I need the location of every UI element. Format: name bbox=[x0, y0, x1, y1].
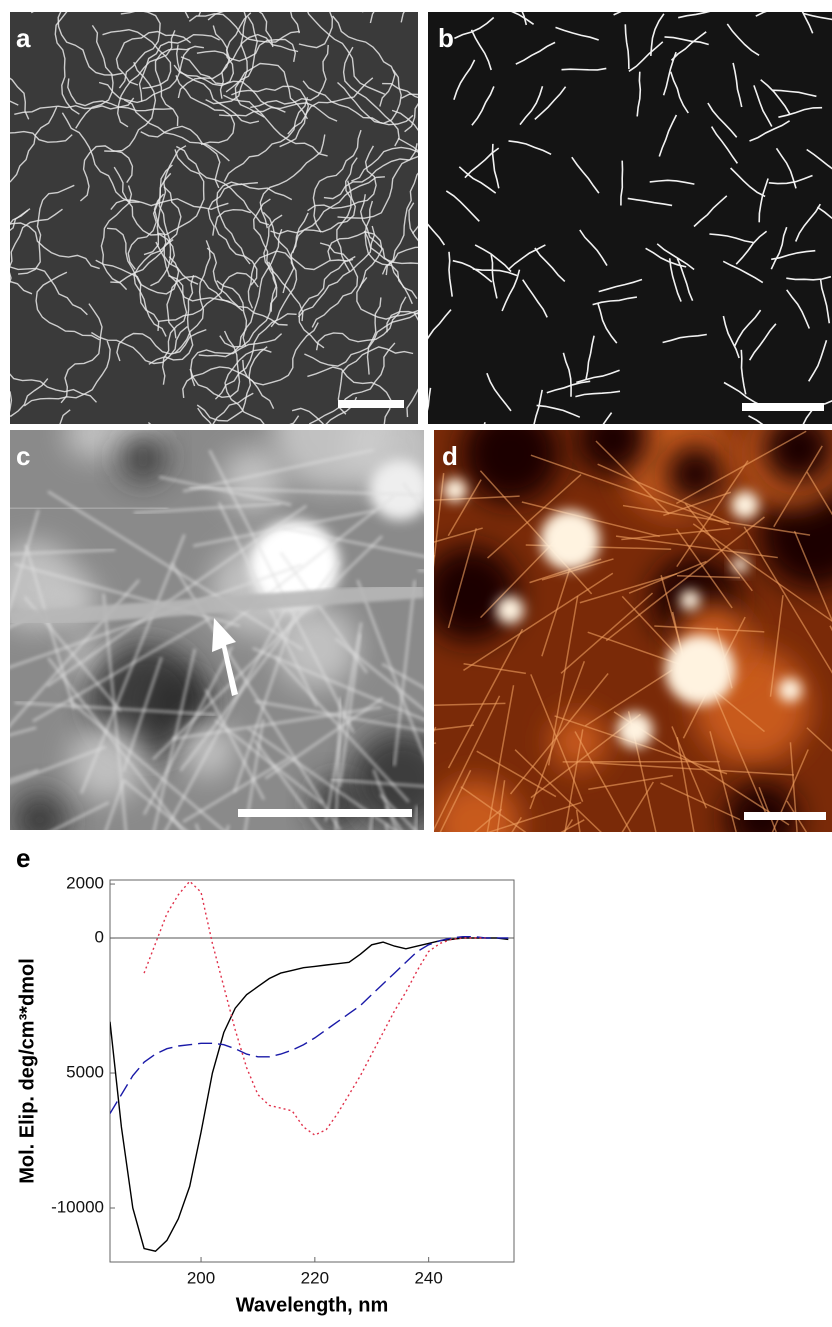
series-line bbox=[110, 938, 508, 1251]
fibril bbox=[0, 508, 168, 509]
y-tick-label: 5000 bbox=[66, 1063, 104, 1082]
blob bbox=[731, 491, 759, 519]
fibril bbox=[451, 817, 521, 930]
figure: a b c d e 2000 0 5000 -10000 200 220 240 Wavel… bbox=[0, 0, 832, 1322]
fibril bbox=[800, 0, 803, 12]
blob bbox=[370, 460, 430, 520]
blob bbox=[667, 445, 725, 503]
scale-bar bbox=[742, 403, 824, 411]
fibril bbox=[386, 824, 421, 1090]
blob bbox=[443, 478, 467, 502]
fibril bbox=[31, 0, 116, 13]
scale-bar bbox=[338, 400, 404, 408]
scale-bar bbox=[744, 812, 826, 820]
blob bbox=[732, 557, 748, 573]
y-tick-label: -10000 bbox=[51, 1197, 104, 1216]
series-line bbox=[110, 937, 508, 1114]
x-tick-label: 240 bbox=[414, 1268, 442, 1287]
blob bbox=[119, 433, 168, 482]
panel-label: e bbox=[16, 843, 30, 873]
fibril bbox=[162, 825, 229, 1075]
blob bbox=[778, 678, 802, 702]
plot: 2000 0 5000 -10000 200 220 240 bbox=[51, 874, 514, 1288]
fibril bbox=[0, 391, 11, 465]
y-tick-label: 0 bbox=[95, 928, 104, 947]
scale-bar bbox=[238, 809, 412, 817]
fibril bbox=[386, 806, 507, 994]
blob bbox=[496, 596, 524, 624]
x-axis-title: Wavelength, nm bbox=[236, 1294, 389, 1316]
x-tick-label: 200 bbox=[187, 1268, 215, 1287]
blob bbox=[617, 712, 653, 748]
panel-label: a bbox=[16, 23, 31, 53]
image-b bbox=[428, 12, 832, 424]
blob bbox=[665, 635, 735, 705]
blob bbox=[11, 792, 68, 849]
x-tick-label: 220 bbox=[301, 1268, 329, 1287]
panel-label: b bbox=[438, 23, 454, 53]
panel-label: c bbox=[16, 441, 30, 471]
plot-frame bbox=[110, 880, 514, 1262]
y-tick-label: 2000 bbox=[66, 874, 104, 893]
blob bbox=[680, 590, 700, 610]
fibril bbox=[355, 814, 372, 1025]
series-line bbox=[144, 881, 485, 1135]
panel-label: d bbox=[442, 441, 458, 471]
y-axis-title: Mol. Elip. deg/cm³*dmol bbox=[16, 958, 38, 1184]
blob bbox=[540, 510, 600, 570]
